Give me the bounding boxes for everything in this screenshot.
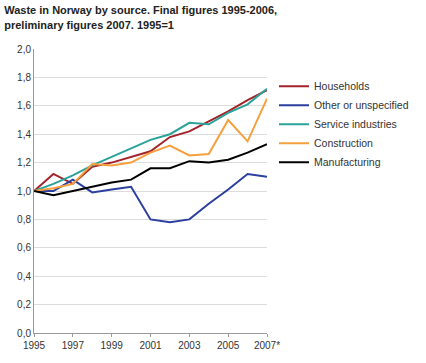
svg-text:1,6: 1,6 [17,100,31,111]
svg-text:2003: 2003 [178,340,201,351]
svg-text:Waste in Norway by source. Fin: Waste in Norway by source. Final figures… [4,4,277,30]
svg-text:0,0: 0,0 [17,328,31,339]
svg-text:2005: 2005 [217,340,240,351]
svg-text:0,8: 0,8 [17,214,31,225]
svg-text:0,6: 0,6 [17,242,31,253]
svg-text:0,4: 0,4 [17,271,31,282]
svg-text:2001: 2001 [139,340,162,351]
svg-text:1,4: 1,4 [17,129,31,140]
svg-text:2007*: 2007* [254,340,280,351]
svg-text:Households: Households [314,80,369,92]
svg-text:2,0: 2,0 [17,44,31,55]
svg-text:1,8: 1,8 [17,72,31,83]
svg-text:Service industries: Service industries [314,118,397,130]
svg-text:0,2: 0,2 [17,299,31,310]
svg-text:Other or unspecified: Other or unspecified [314,99,409,111]
svg-text:Construction: Construction [314,137,373,149]
svg-text:1,2: 1,2 [17,157,31,168]
svg-text:1995: 1995 [23,340,46,351]
svg-text:Manufacturing: Manufacturing [314,156,381,168]
svg-text:1997: 1997 [62,340,85,351]
svg-text:1999: 1999 [101,340,124,351]
svg-text:1,0: 1,0 [17,186,31,197]
